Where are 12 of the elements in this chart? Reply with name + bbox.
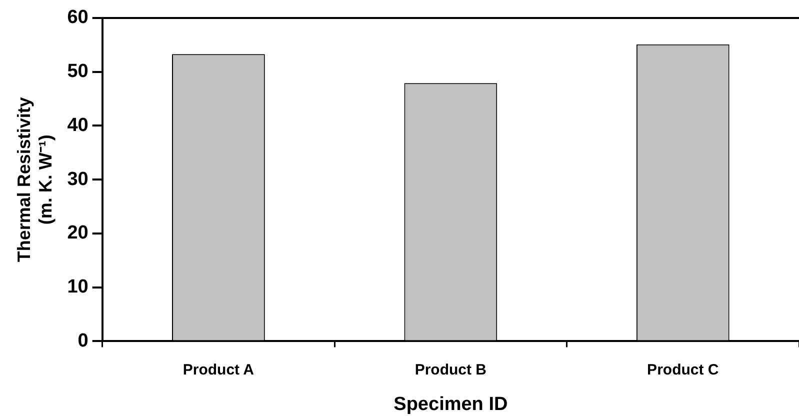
y-axis-title: Thermal Resistivity (m. K. W⁻¹) [14, 97, 56, 262]
x-tick-label: Product A [182, 361, 254, 378]
y-tick-label: 10 [67, 276, 88, 298]
x-tick-label: Product C [647, 361, 719, 378]
y-tick-label: 40 [67, 114, 88, 136]
y-tick-label: 0 [78, 330, 88, 352]
y-tick-label: 20 [67, 222, 88, 244]
x-tick-label: Product B [414, 361, 487, 378]
y-tick-label: 30 [67, 168, 88, 190]
x-axis-title: Specimen ID [394, 394, 508, 415]
y-tick-label: 50 [67, 61, 88, 82]
y-tick-label: 60 [67, 7, 88, 28]
